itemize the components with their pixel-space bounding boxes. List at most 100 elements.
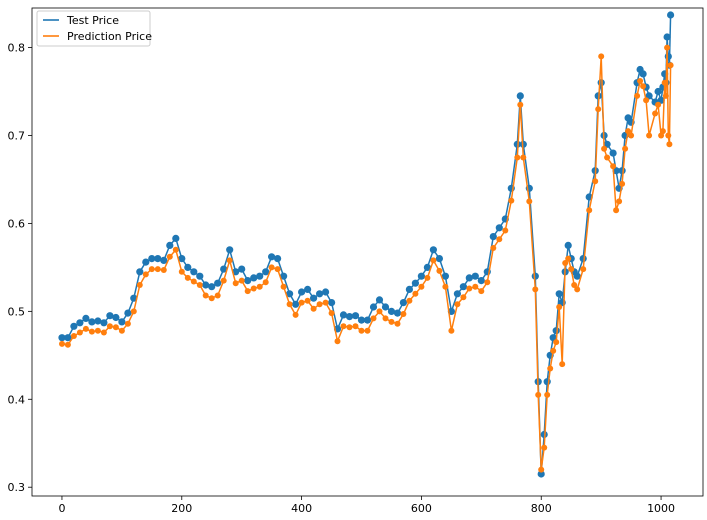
data-point-test-price: [136, 268, 144, 276]
data-point-prediction-price: [532, 286, 539, 293]
data-point-test-price: [262, 268, 270, 276]
axes-frame: [31, 7, 704, 497]
data-point-prediction-price: [106, 323, 113, 330]
data-point-test-price: [82, 314, 90, 322]
data-point-prediction-price: [448, 327, 455, 334]
data-point-prediction-price: [100, 329, 107, 336]
data-point-prediction-price: [202, 292, 209, 299]
data-point-prediction-price: [196, 282, 203, 288]
data-point-prediction-price: [178, 268, 185, 275]
data-point-prediction-price: [526, 198, 533, 205]
data-point-prediction-price: [652, 110, 659, 117]
data-point-test-price: [310, 294, 318, 302]
data-point-prediction-price: [358, 327, 365, 334]
data-point-prediction-price: [666, 141, 673, 148]
data-point-test-price: [106, 312, 114, 320]
data-point-prediction-price: [568, 266, 575, 273]
data-point-prediction-price: [664, 44, 671, 51]
data-point-test-price: [564, 241, 572, 249]
data-point-prediction-price: [598, 53, 605, 60]
data-point-prediction-price: [628, 132, 635, 139]
data-point-test-price: [328, 299, 336, 307]
data-point-prediction-price: [112, 324, 119, 331]
data-point-prediction-price: [370, 315, 377, 322]
data-point-prediction-price: [226, 257, 233, 264]
data-point-prediction-price: [424, 274, 431, 281]
data-point-test-price: [76, 319, 84, 327]
x-tick-label: 400: [291, 502, 312, 515]
data-point-test-price: [322, 288, 330, 296]
data-point-test-price: [618, 167, 626, 175]
data-point-test-price: [459, 283, 467, 291]
data-point-prediction-price: [220, 277, 227, 284]
data-point-test-price: [441, 272, 449, 280]
data-point-prediction-price: [535, 391, 542, 398]
data-point-prediction-price: [640, 83, 647, 90]
data-point-prediction-price: [394, 320, 401, 327]
data-point-prediction-price: [622, 145, 629, 152]
data-point-prediction-price: [418, 283, 425, 290]
data-point-prediction-price: [388, 318, 395, 325]
data-point-prediction-price: [565, 255, 572, 262]
data-point-test-price: [142, 258, 150, 266]
data-point-test-price: [399, 299, 407, 307]
data-point-prediction-price: [184, 274, 191, 281]
data-point-prediction-price: [661, 79, 668, 86]
data-point-test-price: [94, 317, 102, 325]
series-line-prediction-price: [61, 47, 672, 470]
data-point-test-price: [369, 303, 378, 311]
x-tick-label: 800: [531, 502, 552, 515]
data-point-prediction-price: [148, 266, 155, 273]
data-point-test-price: [405, 285, 413, 293]
data-point-test-price: [339, 311, 348, 319]
data-point-prediction-price: [346, 324, 353, 331]
data-point-test-price: [465, 274, 473, 282]
data-point-test-price: [88, 318, 96, 326]
y-tick-label: 0.5: [8, 305, 26, 318]
legend-label-prediction-price: Prediction Price: [67, 30, 152, 43]
data-point-prediction-price: [340, 323, 347, 330]
data-point-prediction-price: [280, 283, 287, 290]
x-tick-label: 200: [171, 502, 192, 515]
data-point-test-price: [664, 52, 672, 61]
data-point-test-price: [381, 303, 390, 311]
data-point-prediction-price: [166, 253, 173, 260]
data-point-prediction-price: [190, 278, 197, 285]
data-point-test-price: [393, 309, 402, 317]
data-point-prediction-price: [268, 264, 275, 271]
data-point-prediction-price: [646, 132, 653, 139]
data-point-prediction-price: [553, 339, 560, 346]
data-point-prediction-price: [208, 295, 215, 302]
data-point-prediction-price: [214, 292, 221, 299]
data-point-prediction-price: [298, 299, 305, 306]
y-tick-label: 0.3: [8, 481, 26, 494]
data-point-prediction-price: [520, 154, 527, 161]
data-point-test-price: [489, 233, 497, 241]
data-point-prediction-price: [238, 277, 245, 284]
data-point-test-price: [453, 290, 461, 298]
data-point-prediction-price: [610, 163, 617, 170]
data-point-test-price: [375, 296, 384, 304]
data-point-prediction-price: [601, 145, 608, 152]
data-point-prediction-price: [538, 466, 545, 473]
data-point-test-price: [124, 309, 132, 317]
data-point-test-price: [363, 316, 372, 324]
data-point-prediction-price: [659, 128, 666, 135]
data-point-test-price: [70, 322, 78, 330]
data-point-prediction-price: [667, 62, 674, 69]
data-point-prediction-price: [262, 279, 269, 286]
data-point-prediction-price: [502, 227, 509, 234]
data-point-test-price: [130, 294, 138, 302]
data-point-prediction-price: [274, 266, 281, 273]
data-point-prediction-price: [559, 361, 566, 368]
data-point-test-price: [316, 290, 324, 298]
data-point-prediction-price: [376, 308, 383, 315]
data-point-prediction-price: [637, 78, 644, 84]
data-point-prediction-price: [142, 271, 149, 278]
legend-box: [36, 10, 151, 47]
data-point-prediction-price: [595, 106, 602, 113]
data-point-prediction-price: [328, 310, 335, 317]
x-tick-label: 1000: [647, 502, 675, 515]
data-point-test-price: [286, 290, 294, 298]
data-point-prediction-price: [250, 285, 257, 292]
